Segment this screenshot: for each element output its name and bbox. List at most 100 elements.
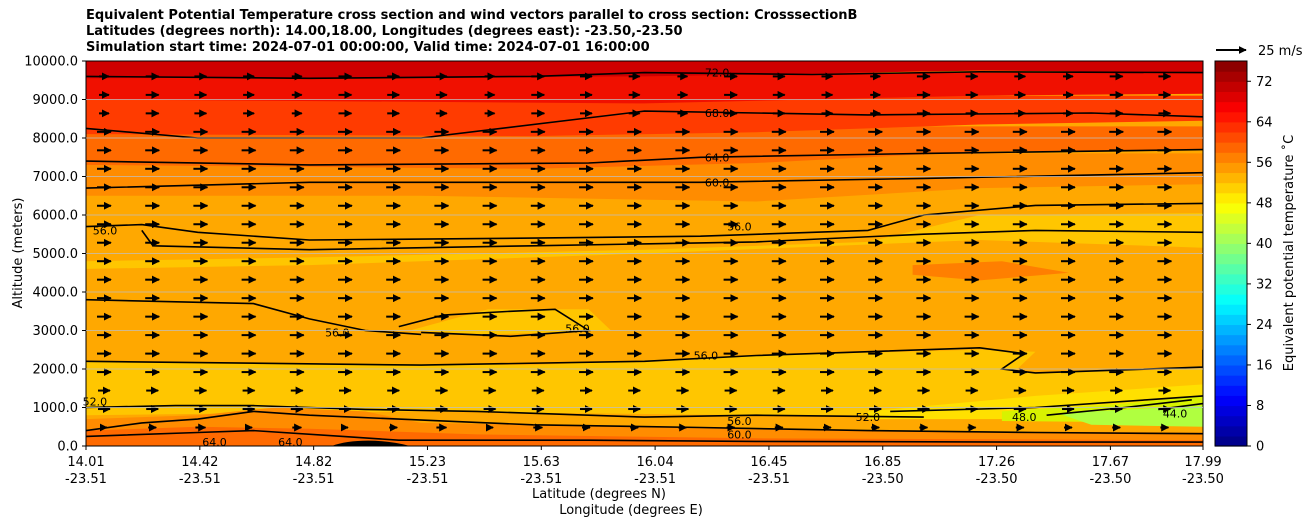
x-tick-label-lat: 14.01 (67, 455, 104, 470)
colorbar-segment (1215, 91, 1247, 103)
colorbar-segment (1215, 294, 1247, 305)
colorbar-segment (1215, 243, 1247, 255)
colorbar-segment (1215, 71, 1247, 82)
colorbar-segment (1215, 162, 1247, 174)
x-tick-label-lon: -23.51 (748, 472, 790, 487)
colorbar-segment (1215, 283, 1247, 295)
colorbar-segment (1215, 415, 1247, 427)
colorbar-segment (1215, 304, 1247, 315)
contour-label: 56.0 (694, 350, 719, 363)
colorbar-segment (1215, 375, 1247, 386)
theta-e-band (912, 261, 1069, 281)
contour-label: 64.0 (278, 436, 303, 449)
y-tick-label: 0.0 (57, 440, 78, 455)
y-tick-label: 8000.0 (33, 132, 79, 147)
contour-line (86, 70, 1203, 80)
colorbar-label: Equivalent potential temperature ˚C (1281, 135, 1297, 371)
colorbar-segment (1215, 131, 1247, 143)
contour-label: 68.0 (705, 107, 730, 120)
colorbar-segment (1215, 253, 1247, 265)
x-tick-label-lat: 16.45 (750, 455, 787, 470)
contour-label: 52.0 (856, 411, 881, 424)
colorbar-segment (1215, 111, 1247, 123)
x-tick-label-lon: -23.51 (634, 472, 676, 487)
x-tick-label-lon: -23.51 (520, 472, 562, 487)
contour-line (86, 404, 924, 418)
contour-label: 48.0 (1012, 411, 1037, 424)
contour-label: 64.0 (705, 151, 730, 164)
y-tick-label: 7000.0 (33, 170, 79, 185)
colorbar-tick-label: 16 (1256, 358, 1273, 373)
colorbar-segment (1215, 192, 1247, 204)
theta-e-band (86, 95, 1203, 137)
colorbar: 0 8 16 24 32 40 48 56 64 72 (1214, 60, 1273, 455)
y-tick-label: 3000.0 (33, 324, 79, 339)
contour-line (890, 395, 1203, 413)
contour-label: 56.0 (325, 326, 350, 339)
x-tick-label-lat: 16.85 (864, 455, 901, 470)
colorbar-segment (1215, 182, 1247, 194)
colorbar-segment (1215, 81, 1247, 92)
colorbar-segment (1215, 263, 1247, 275)
chart-title-line-2: Latitudes (degrees north): 14.00,18.00, … (86, 24, 683, 39)
colorbar-segment (1215, 385, 1247, 396)
theta-e-band (86, 213, 1203, 269)
colorbar-segment (1215, 405, 1247, 417)
y-axis: 0.0 1000.0 2000.0 3000.0 4000.0 5000.0 6000.0 7… (24, 55, 1203, 455)
theta-e-band (86, 126, 1203, 169)
colorbar-segment (1215, 435, 1247, 447)
colorbar-segment (1215, 223, 1247, 234)
x-tick-label-lat: 17.26 (978, 455, 1015, 470)
y-tick-label: 1000.0 (33, 401, 79, 416)
colorbar-segment (1215, 212, 1247, 224)
colorbar-tick-label: 24 (1256, 318, 1273, 333)
x-axis-label-longitude: Longitude (degrees E) (559, 503, 703, 518)
x-tick-label-lat: 15.63 (523, 455, 560, 470)
x-tick-label-lon: -23.51 (179, 472, 221, 487)
colorbar-segment (1215, 334, 1247, 346)
x-tick-label-lon: -23.51 (65, 472, 107, 487)
contour-line (141, 229, 1203, 251)
quiver-key: 25 m/s (1216, 44, 1303, 59)
x-tick-label-lat: 17.99 (1184, 455, 1221, 470)
colorbar-segment (1215, 354, 1247, 366)
x-tick-label-lat: 16.04 (637, 455, 674, 470)
x-tick-label-lat: 14.42 (181, 455, 218, 470)
contour-label: 72.0 (705, 67, 730, 80)
contour-line (86, 171, 1203, 189)
quiver-key-label: 25 m/s (1258, 44, 1303, 59)
colorbar-tick-label: 0 (1256, 440, 1264, 455)
y-tick-label: 2000.0 (33, 363, 79, 378)
y-axis-label: Altitude (meters) (11, 198, 26, 309)
x-tick-label-lon: -23.50 (862, 472, 904, 487)
contour-label: 60.0 (727, 428, 752, 441)
x-tick-label-lon: -23.50 (976, 472, 1018, 487)
contour-label: 56.0 (93, 224, 118, 237)
colorbar-segment (1215, 364, 1247, 376)
colorbar-frame (1214, 60, 1248, 447)
colorbar-segment (1215, 344, 1247, 356)
x-tick-label-lon: -23.50 (1089, 472, 1131, 487)
colorbar-segment (1215, 314, 1247, 326)
colorbar-segment (1215, 202, 1247, 214)
colorbar-segment (1215, 101, 1247, 113)
colorbar-tick-label: 48 (1256, 196, 1273, 211)
wind-vectors (97, 72, 1173, 432)
chart-title-line-1: Equivalent Potential Temperature cross s… (86, 8, 858, 23)
x-tick-label-lon: -23.51 (407, 472, 449, 487)
contour-label: 52.0 (83, 396, 108, 409)
contour-line (86, 202, 1203, 241)
theta-e-band (86, 349, 1203, 416)
theta-e-band (86, 61, 1203, 79)
colorbar-segment (1215, 324, 1247, 336)
colorbar-segment (1215, 425, 1247, 437)
colorbar-segment (1215, 61, 1247, 72)
contour-line (86, 298, 422, 336)
colorbar-segment (1215, 152, 1247, 163)
theta-e-band (409, 309, 611, 335)
contour-label: 64.0 (202, 436, 227, 449)
y-tick-label: 4000.0 (33, 286, 79, 301)
colorbar-segment (1215, 233, 1247, 244)
colorbar-tick-label: 32 (1256, 277, 1273, 292)
